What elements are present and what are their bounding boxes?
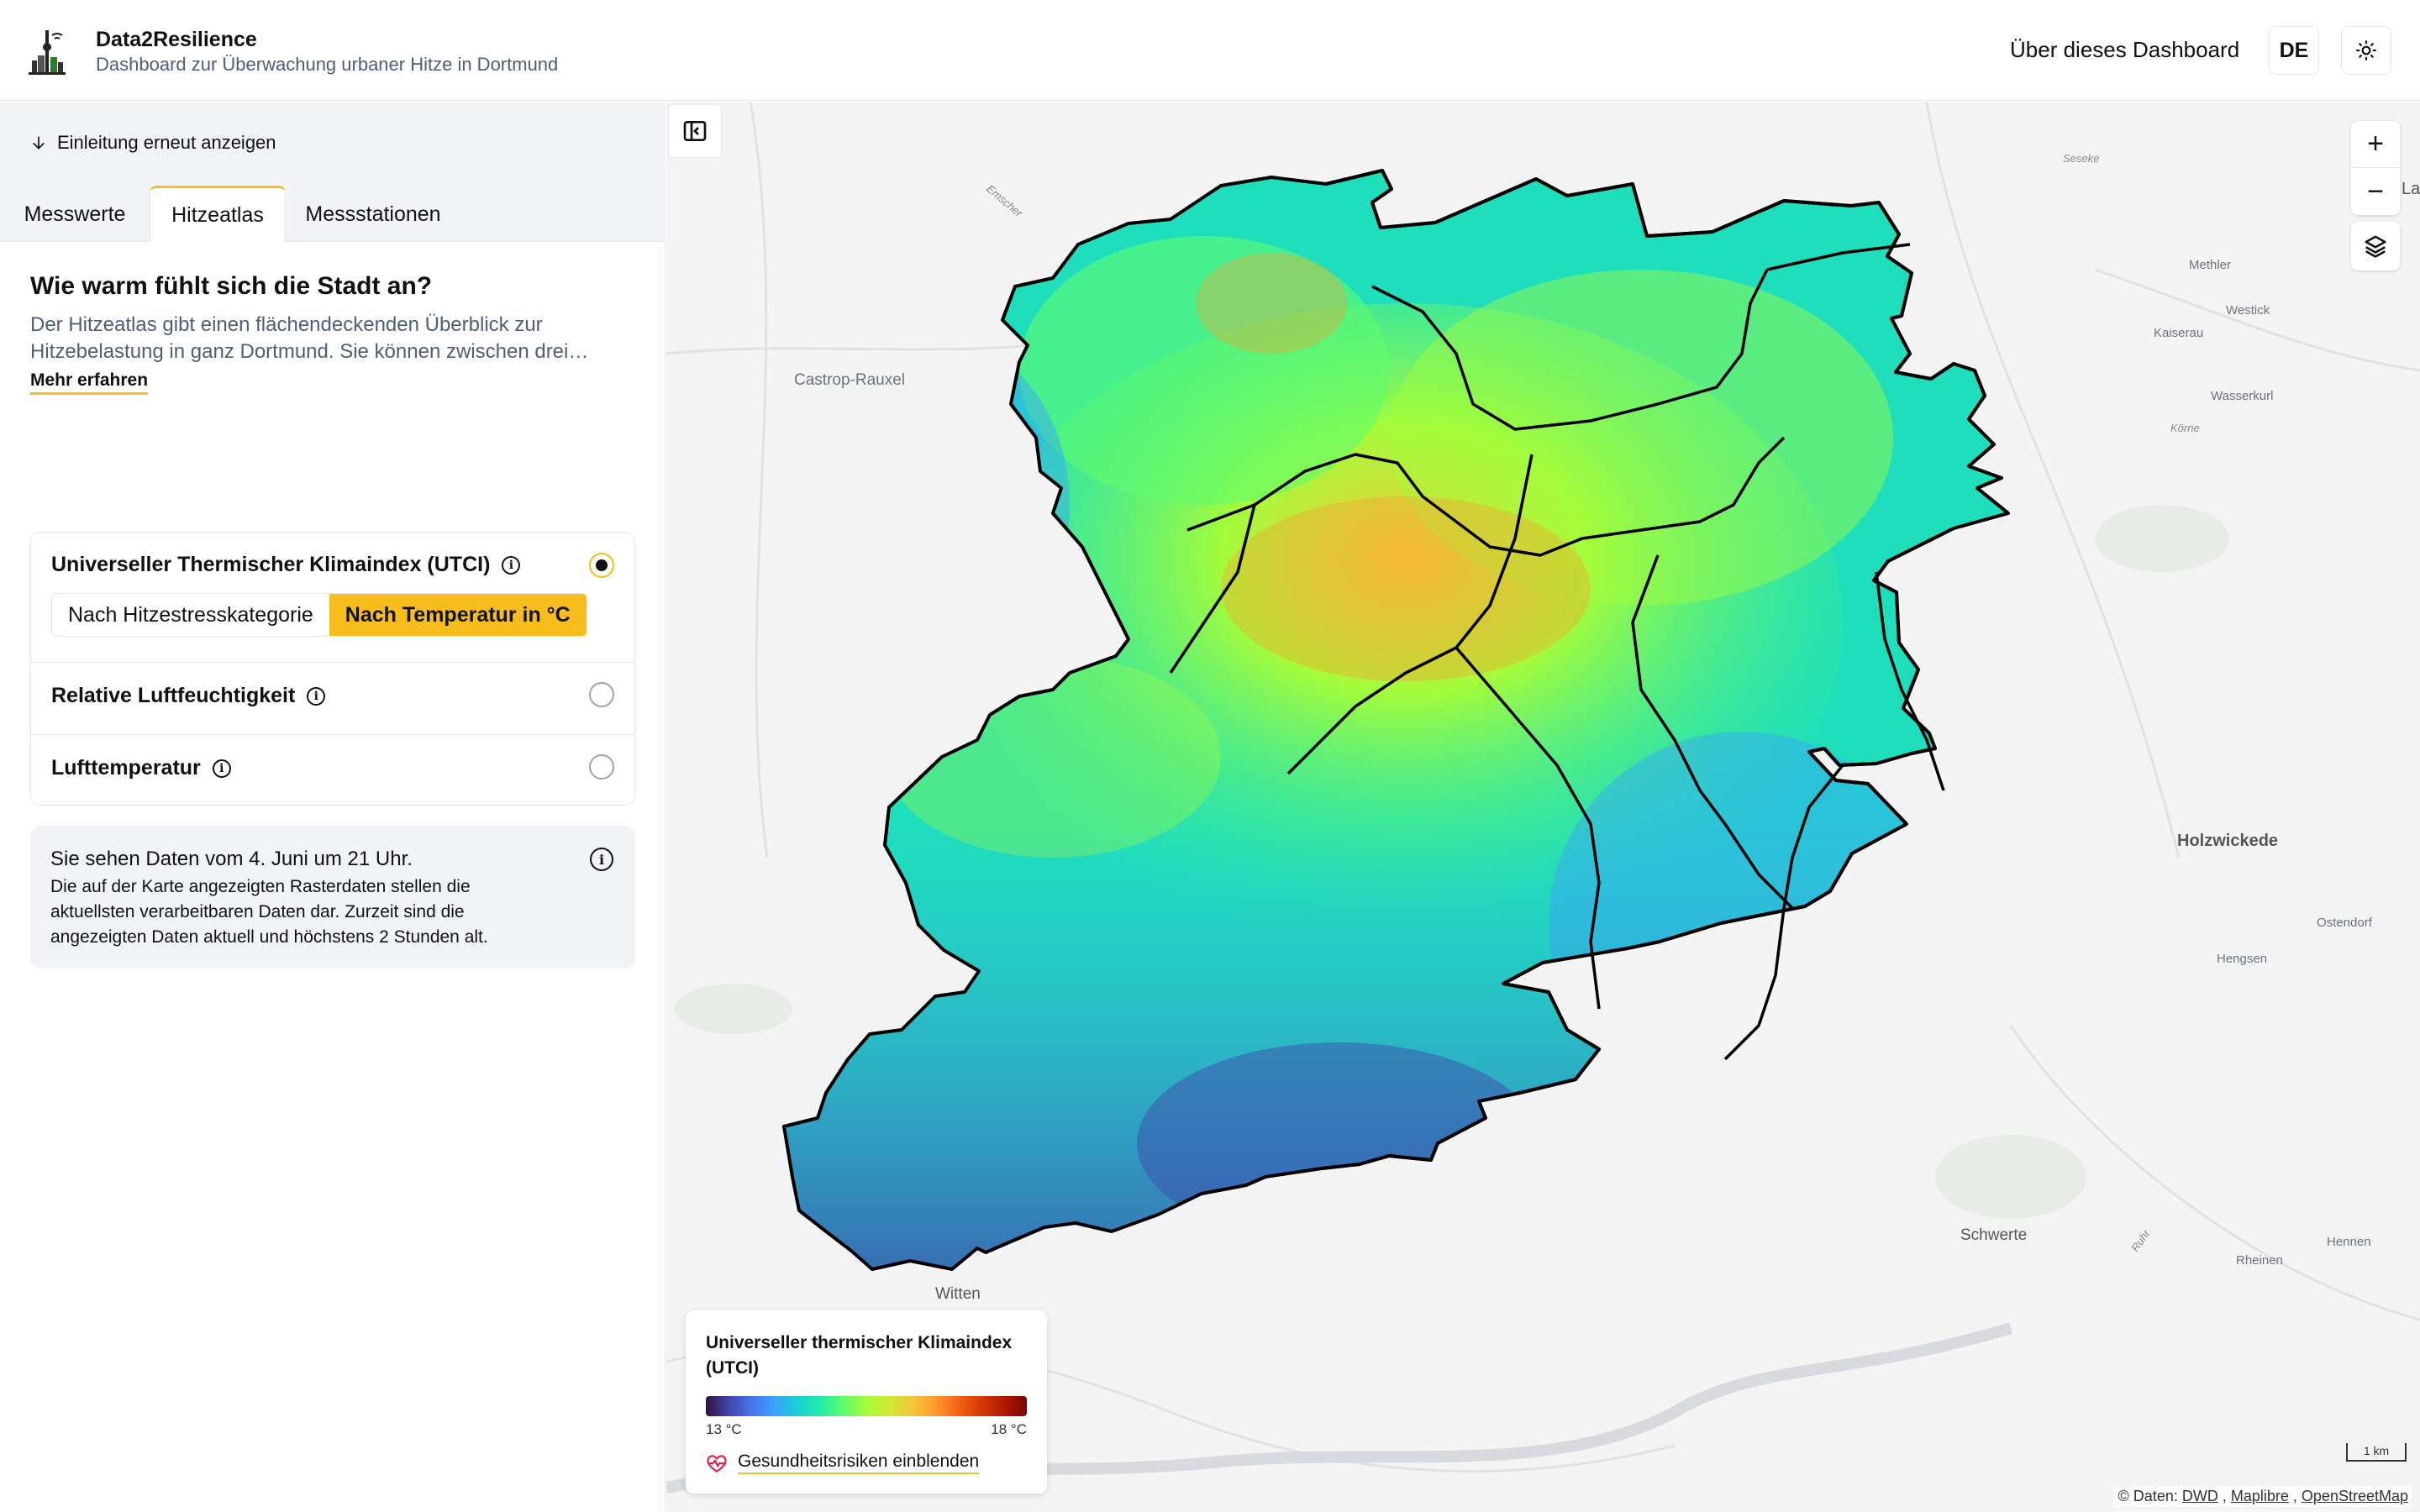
info-icon[interactable]: i xyxy=(502,555,521,575)
show-intro-link[interactable]: Einleitung erneut anzeigen xyxy=(30,132,276,154)
place-label: Lan xyxy=(2402,180,2420,198)
place-label: Witten xyxy=(935,1285,981,1303)
place-label: Holzwickede xyxy=(2177,832,2278,850)
place-label: Hengsen xyxy=(2217,952,2267,966)
info-icon[interactable]: i xyxy=(590,848,613,871)
place-label: Wasserkurl xyxy=(2211,389,2273,403)
layers-button[interactable] xyxy=(2351,222,2400,270)
sidebar-toggle-icon xyxy=(683,121,707,141)
basemap xyxy=(666,102,2420,1473)
river-label: Ruhr xyxy=(2128,1226,2153,1253)
legend-color-scale xyxy=(706,1396,1027,1416)
sun-icon xyxy=(2356,40,2376,60)
zoom-controls: + − xyxy=(2351,121,2400,215)
option-utci-label: Universeller Thermischer Klimaindex (UTC… xyxy=(51,553,491,576)
tab-messstationen[interactable]: Messstationen xyxy=(305,202,441,226)
mode-heat-stress-category[interactable]: Nach Hitzestresskategorie xyxy=(68,602,313,627)
attribution-link-dwd[interactable]: DWD xyxy=(2181,1488,2218,1504)
option-humidity-label: Relative Luftfeuchtigkeit xyxy=(51,684,296,707)
app-subtitle: Dashboard zur Überwachung urbaner Hitze … xyxy=(96,54,559,75)
layer-options-card: Universeller Thermischer Klimaindex (UTC… xyxy=(30,532,635,806)
place-label: Westick xyxy=(2226,303,2270,318)
legend-ticks: 13 °C 18 °C xyxy=(706,1421,1027,1438)
map-attribution: © Daten: DWD , Maplibre , OpenStreetMap xyxy=(2114,1486,2412,1507)
attribution-link-osm[interactable]: OpenStreetMap xyxy=(2301,1488,2408,1504)
zoom-in-button[interactable]: + xyxy=(2351,121,2400,168)
info-icon[interactable]: i xyxy=(212,759,231,778)
divider xyxy=(31,662,634,663)
place-label: Ostendorf xyxy=(2317,916,2373,930)
option-air-temperature-label: Lufttemperatur xyxy=(51,756,201,780)
data-timestamp-notice: Sie sehen Daten vom 4. Juni um 21 Uhr. D… xyxy=(30,826,635,969)
green-areas xyxy=(675,505,2229,1219)
zoom-out-button[interactable]: − xyxy=(2367,175,2384,207)
app-title-block: Data2Resilience Dashboard zur Überwachun… xyxy=(96,27,558,77)
section-heading: Wie warm fühlt sich die Stadt an? xyxy=(30,272,433,300)
place-label: Castrop-Rauxel xyxy=(794,371,905,389)
option-humidity[interactable]: Relative Luftfeuchtigkeit i xyxy=(51,684,326,708)
dortmund-skyline-logo-icon xyxy=(29,30,66,75)
river-label: Emscher xyxy=(984,182,1025,220)
divider xyxy=(31,734,634,735)
sidebar-top: Einleitung erneut anzeigen Messwerte Hit… xyxy=(0,102,666,243)
theme-toggle-button[interactable] xyxy=(2341,26,2391,75)
attribution-prefix: © Daten: xyxy=(2118,1488,2178,1504)
hitzeatlas-intro: Wie warm fühlt sich die Stadt an? Der Hi… xyxy=(30,270,635,395)
show-health-risks-link[interactable]: Gesundheitsrisiken einblenden xyxy=(706,1452,1027,1474)
tab-bar: Messwerte Hitzeatlas Messstationen xyxy=(0,186,460,243)
layers-icon xyxy=(2365,235,2386,258)
radio-humidity[interactable] xyxy=(589,682,614,707)
legend-title: Universeller thermischer Klimaindex (UTC… xyxy=(706,1333,1013,1378)
map-legend: Universeller thermischer Klimaindex (UTC… xyxy=(686,1310,1047,1494)
tab-messwerte[interactable]: Messwerte xyxy=(24,202,126,226)
map-canvas[interactable]: Castrop-Rauxel Methler Westick Kaiserau … xyxy=(666,102,2420,1512)
show-health-risks-label: Gesundheitsrisiken einblenden xyxy=(738,1452,980,1474)
river-label: Körne xyxy=(2170,422,2200,434)
section-description: Der Hitzeatlas gibt einen flächendeckend… xyxy=(30,313,589,363)
place-label: Kaiserau xyxy=(2154,326,2203,340)
mode-temperature[interactable]: Nach Temperatur in °C xyxy=(329,594,587,636)
place-label: Methler xyxy=(2189,258,2231,272)
place-label: Schwerte xyxy=(1960,1226,2027,1244)
place-label: Hennen xyxy=(2327,1235,2371,1249)
about-dashboard-link[interactable]: Über dieses Dashboard xyxy=(2010,37,2240,62)
option-air-temperature[interactable]: Lufttemperatur i xyxy=(51,756,231,780)
legend-min-label: 13 °C xyxy=(706,1421,742,1437)
sidebar: Einleitung erneut anzeigen Messwerte Hit… xyxy=(0,102,666,1512)
attribution-link-maplibre[interactable]: Maplibre xyxy=(2230,1488,2289,1504)
radio-utci[interactable] xyxy=(589,553,614,578)
more-info-link[interactable]: Mehr erfahren xyxy=(30,370,149,395)
notice-title: Sie sehen Daten vom 4. Juni um 21 Uhr. xyxy=(50,848,413,870)
heart-pulse-icon xyxy=(707,1454,727,1473)
show-intro-label: Einleitung erneut anzeigen xyxy=(57,132,276,153)
heat-map[interactable]: Castrop-Rauxel Methler Westick Kaiserau … xyxy=(666,102,2420,1512)
app-header: Data2Resilience Dashboard zur Überwachun… xyxy=(0,0,2420,101)
app-title: Data2Resilience xyxy=(96,28,257,51)
language-button[interactable]: DE xyxy=(2269,26,2319,75)
legend-max-label: 18 °C xyxy=(991,1421,1027,1437)
utci-raster xyxy=(784,171,2008,1269)
arrow-down-icon xyxy=(33,136,45,150)
river-label: Seseke xyxy=(2063,152,2099,165)
option-utci[interactable]: Universeller Thermischer Klimaindex (UTC… xyxy=(51,553,521,577)
collapse-sidebar-button[interactable] xyxy=(668,104,722,158)
notice-body: Die auf der Karte angezeigten Rasterdate… xyxy=(50,877,488,947)
radio-air-temperature[interactable] xyxy=(589,754,614,780)
tab-hitzeatlas[interactable]: Hitzeatlas xyxy=(150,186,286,243)
place-label: Rheinen xyxy=(2236,1253,2283,1268)
inner-borders xyxy=(1169,243,1945,1061)
scale-bar: 1 km xyxy=(2346,1443,2407,1462)
utci-mode-toggle: Nach Hitzestresskategorie Nach Temperatu… xyxy=(51,593,587,637)
info-icon[interactable]: i xyxy=(307,686,326,706)
